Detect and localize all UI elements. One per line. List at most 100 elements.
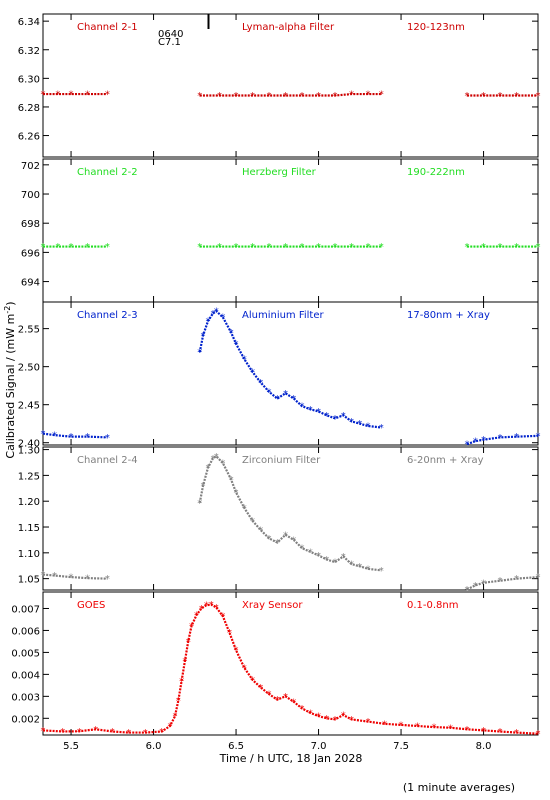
data-point: * — [498, 727, 503, 738]
data-point: * — [379, 423, 384, 434]
data-point: * — [283, 91, 288, 102]
data-point: * — [366, 421, 371, 432]
panel-filter-label: Xray Sensor — [242, 600, 303, 611]
data-point: * — [324, 411, 329, 422]
data-point: * — [275, 394, 280, 405]
panel-band-label: 17-80nm + Xray — [407, 310, 490, 321]
data-point: * — [300, 704, 305, 715]
data-point: * — [194, 611, 199, 622]
data-point: * — [85, 432, 90, 443]
series-line — [199, 92, 382, 97]
y-tick-label: 1.20 — [18, 497, 40, 508]
panel-frame — [42, 158, 539, 303]
y-tick-label: 702 — [21, 161, 40, 172]
y-tick-label: 1.25 — [18, 471, 40, 482]
data-point: * — [210, 309, 215, 320]
panel-filter-label: Zirconium Filter — [242, 455, 321, 466]
data-point: * — [110, 727, 115, 738]
data-point: * — [465, 585, 470, 596]
panel-frame — [42, 446, 539, 591]
data-point: * — [69, 573, 74, 584]
data-point: * — [379, 566, 384, 577]
data-point: * — [267, 387, 272, 398]
y-tick-label: 694 — [21, 278, 40, 289]
data-point: * — [308, 547, 313, 558]
series-line — [198, 454, 382, 572]
y-tick-label: 0.007 — [11, 604, 40, 615]
panel-channel-label: Channel 2-1 — [77, 22, 138, 33]
data-point: * — [179, 676, 184, 687]
data-point: * — [379, 242, 384, 253]
series-line — [42, 432, 108, 439]
data-point: * — [267, 242, 272, 253]
data-point: * — [229, 328, 234, 339]
panel-filter-label: Lyman-alpha Filter — [242, 22, 335, 33]
y-tick-label: 1.15 — [18, 523, 40, 534]
y-tick-label: 0.006 — [11, 626, 40, 637]
x-tick-label: 6.5 — [228, 741, 244, 752]
panels-group: 6.26 6.28 6.30 6.32 6.34 Channel 2-1 Lyman-alp… — [11, 13, 541, 752]
data-point: * — [197, 348, 202, 359]
y-tick-label: 696 — [21, 248, 40, 259]
data-point: * — [85, 574, 90, 585]
data-point: * — [481, 726, 486, 737]
data-point: * — [349, 560, 354, 571]
data-point: * — [379, 90, 384, 101]
panel-1: 6.26 6.28 6.30 6.32 6.34 Channel 2-1 Lyman-alp… — [18, 13, 541, 158]
data-point: * — [52, 571, 57, 582]
series-line — [42, 573, 108, 580]
y-tick-label: 6.28 — [18, 103, 40, 114]
y-tick-label: 6.32 — [18, 46, 40, 57]
y-tick-label: 6.26 — [18, 132, 40, 143]
data-point: * — [69, 90, 74, 101]
data-point: * — [399, 720, 404, 731]
data-point: * — [52, 431, 57, 442]
panel-2: 694 696 698 700 702 Channel 2-2 Herzberg Filte… — [21, 158, 541, 303]
data-point: * — [283, 242, 288, 253]
y-tick-label: 1.30 — [18, 446, 40, 457]
data-point: * — [267, 91, 272, 102]
data-point: * — [473, 581, 478, 592]
data-point: * — [242, 355, 247, 366]
data-point: * — [324, 714, 329, 725]
series-line — [466, 575, 539, 591]
y-tick-label: 0.002 — [11, 714, 40, 725]
y-tick-label: 1.05 — [18, 575, 40, 586]
panel-frame — [42, 13, 539, 158]
panel-filter-label: Aluminium Filter — [242, 310, 325, 321]
panel-band-label: 120-123nm — [407, 22, 465, 33]
data-point: * — [182, 657, 187, 668]
panel-4: 1.05 1.10 1.15 1.20 1.25 1.30 Channel 2-4 Zirco… — [18, 446, 541, 596]
x-tick-label: 5.5 — [63, 741, 79, 752]
y-tick-label: 700 — [21, 190, 40, 201]
y-tick-label: 2.50 — [18, 363, 40, 374]
panel-channel-label: Channel 2-4 — [77, 455, 138, 466]
panel-channel-label: Channel 2-3 — [77, 310, 138, 321]
data-point: * — [229, 475, 234, 486]
y-tick-label: 2.55 — [18, 325, 40, 336]
data-point: * — [514, 574, 519, 585]
data-point: * — [382, 719, 387, 730]
data-point: * — [498, 576, 503, 587]
data-point: * — [55, 242, 60, 253]
x-tick-label: 7.0 — [311, 741, 327, 752]
data-point: * — [69, 242, 74, 253]
data-point: * — [206, 463, 211, 474]
panel-frame — [42, 301, 539, 446]
panel-band-label: 6-20nm + Xray — [407, 455, 484, 466]
flare-time-label: 0640 — [158, 29, 183, 40]
panel-band-label: 190-222nm — [407, 167, 465, 178]
data-point: * — [473, 437, 478, 448]
y-tick-label: 0.003 — [11, 692, 40, 703]
data-point: * — [300, 402, 305, 413]
data-point: * — [514, 432, 519, 443]
data-point: * — [536, 729, 541, 740]
data-point: * — [55, 90, 60, 101]
data-point: * — [267, 534, 272, 545]
panel-channel-label: Channel 2-2 — [77, 167, 138, 178]
y-tick-label: 0.004 — [11, 670, 40, 681]
flare-class-label: C7.1 — [158, 37, 181, 48]
x-tick-label: 7.5 — [393, 741, 409, 752]
data-point: * — [220, 612, 225, 623]
